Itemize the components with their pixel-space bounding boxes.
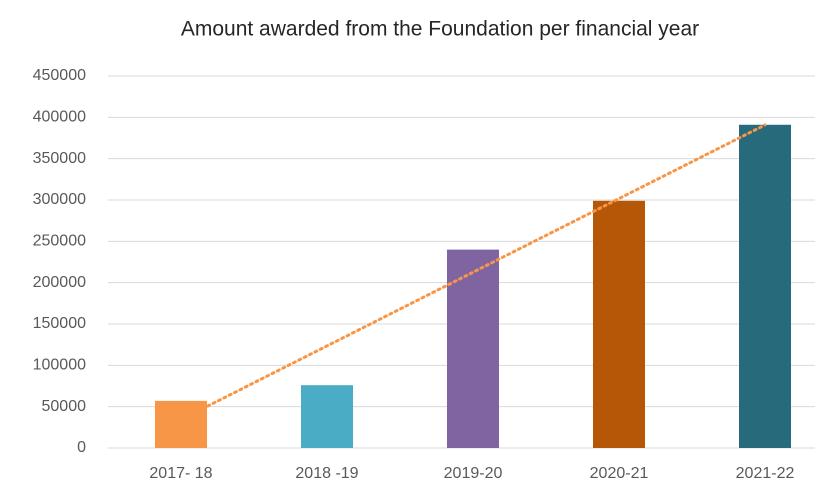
y-tick-label: 400000	[33, 109, 86, 126]
bar	[301, 385, 353, 448]
y-tick-label: 150000	[33, 315, 86, 332]
y-tick-label: 350000	[33, 150, 86, 167]
y-tick-label: 50000	[42, 398, 87, 415]
bar	[447, 249, 499, 448]
y-tick-label: 450000	[33, 67, 86, 84]
x-tick-label: 2018 -19	[295, 465, 358, 482]
x-tick-label: 2019-20	[444, 465, 503, 482]
x-tick-label: 2020-21	[590, 465, 649, 482]
x-tick-label: 2021-22	[736, 465, 795, 482]
x-tick-label: 2017- 18	[149, 465, 212, 482]
bar	[155, 400, 207, 448]
chart-title: Amount awarded from the Foundation per f…	[181, 18, 699, 41]
y-tick-label: 200000	[33, 274, 86, 291]
trendline	[179, 123, 767, 422]
y-tick-label: 100000	[33, 357, 86, 374]
bar	[593, 200, 645, 448]
y-tick-label: 0	[77, 439, 86, 456]
bar	[739, 124, 791, 449]
y-tick-label: 250000	[33, 233, 86, 250]
y-tick-label: 300000	[33, 191, 86, 208]
